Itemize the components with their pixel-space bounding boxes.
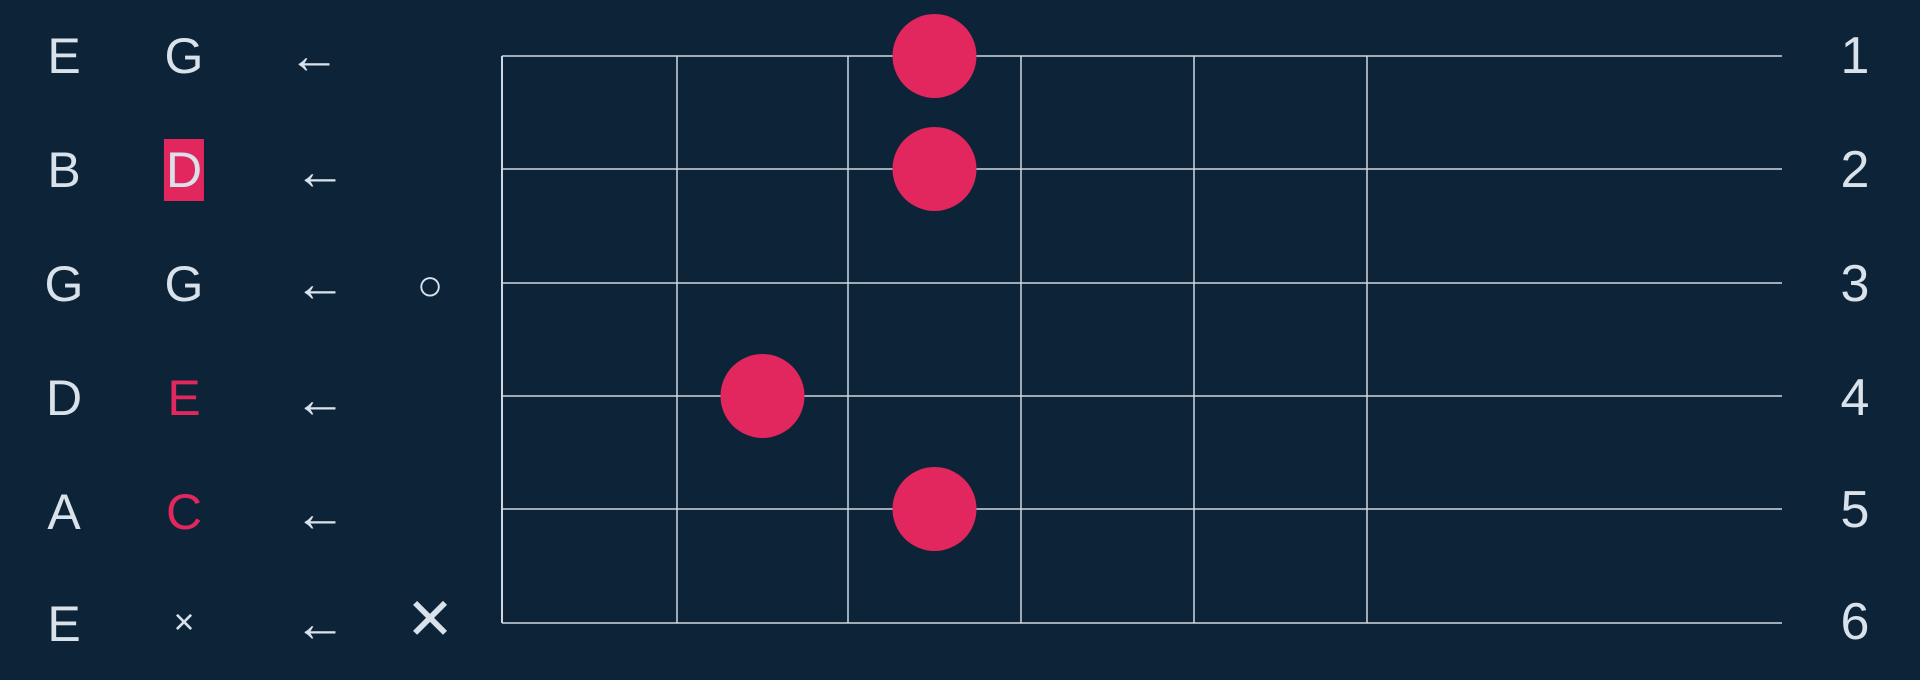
arrow-left-icon: ← — [294, 595, 346, 653]
string-number-1: 1 — [1840, 27, 1870, 85]
finger-dot-string-5-fret-3 — [892, 467, 977, 551]
arrow-left-icon: ← — [294, 371, 346, 429]
finger-dot-string-2-fret-3 — [892, 127, 977, 211]
open-note-string-5: A — [47, 484, 81, 540]
open-note-string-1: E — [47, 28, 81, 84]
finger-dot-string-1-fret-3 — [892, 14, 977, 98]
string-number-4: 4 — [1840, 369, 1870, 427]
muted-string-marker-icon: ✕ — [405, 587, 455, 652]
string-number-6: 6 — [1840, 593, 1870, 651]
open-note-string-4: D — [45, 370, 83, 426]
open-note-string-2: B — [47, 142, 81, 198]
string-number-5: 5 — [1840, 481, 1870, 539]
arrow-left-icon: ← — [294, 255, 346, 313]
open-note-string-3: G — [44, 256, 84, 312]
fretted-note-string-6: × — [173, 601, 195, 642]
arrow-left-icon: ← — [288, 27, 340, 85]
open-note-string-6: E — [47, 596, 81, 652]
open-string-marker-icon: ○ — [416, 261, 444, 310]
fretted-note-string-3: G — [164, 256, 204, 312]
finger-dot-string-4-fret-2 — [720, 354, 805, 438]
string-number-3: 3 — [1840, 255, 1870, 313]
string-number-2: 2 — [1840, 141, 1870, 199]
fretted-note-string-2: D — [163, 139, 205, 201]
arrow-left-icon: ← — [294, 485, 346, 543]
fretted-note-string-4: E — [167, 370, 201, 426]
fretted-note-string-5: C — [165, 484, 203, 540]
arrow-left-icon: ← — [294, 143, 346, 201]
fretted-note-string-1: G — [164, 28, 204, 84]
